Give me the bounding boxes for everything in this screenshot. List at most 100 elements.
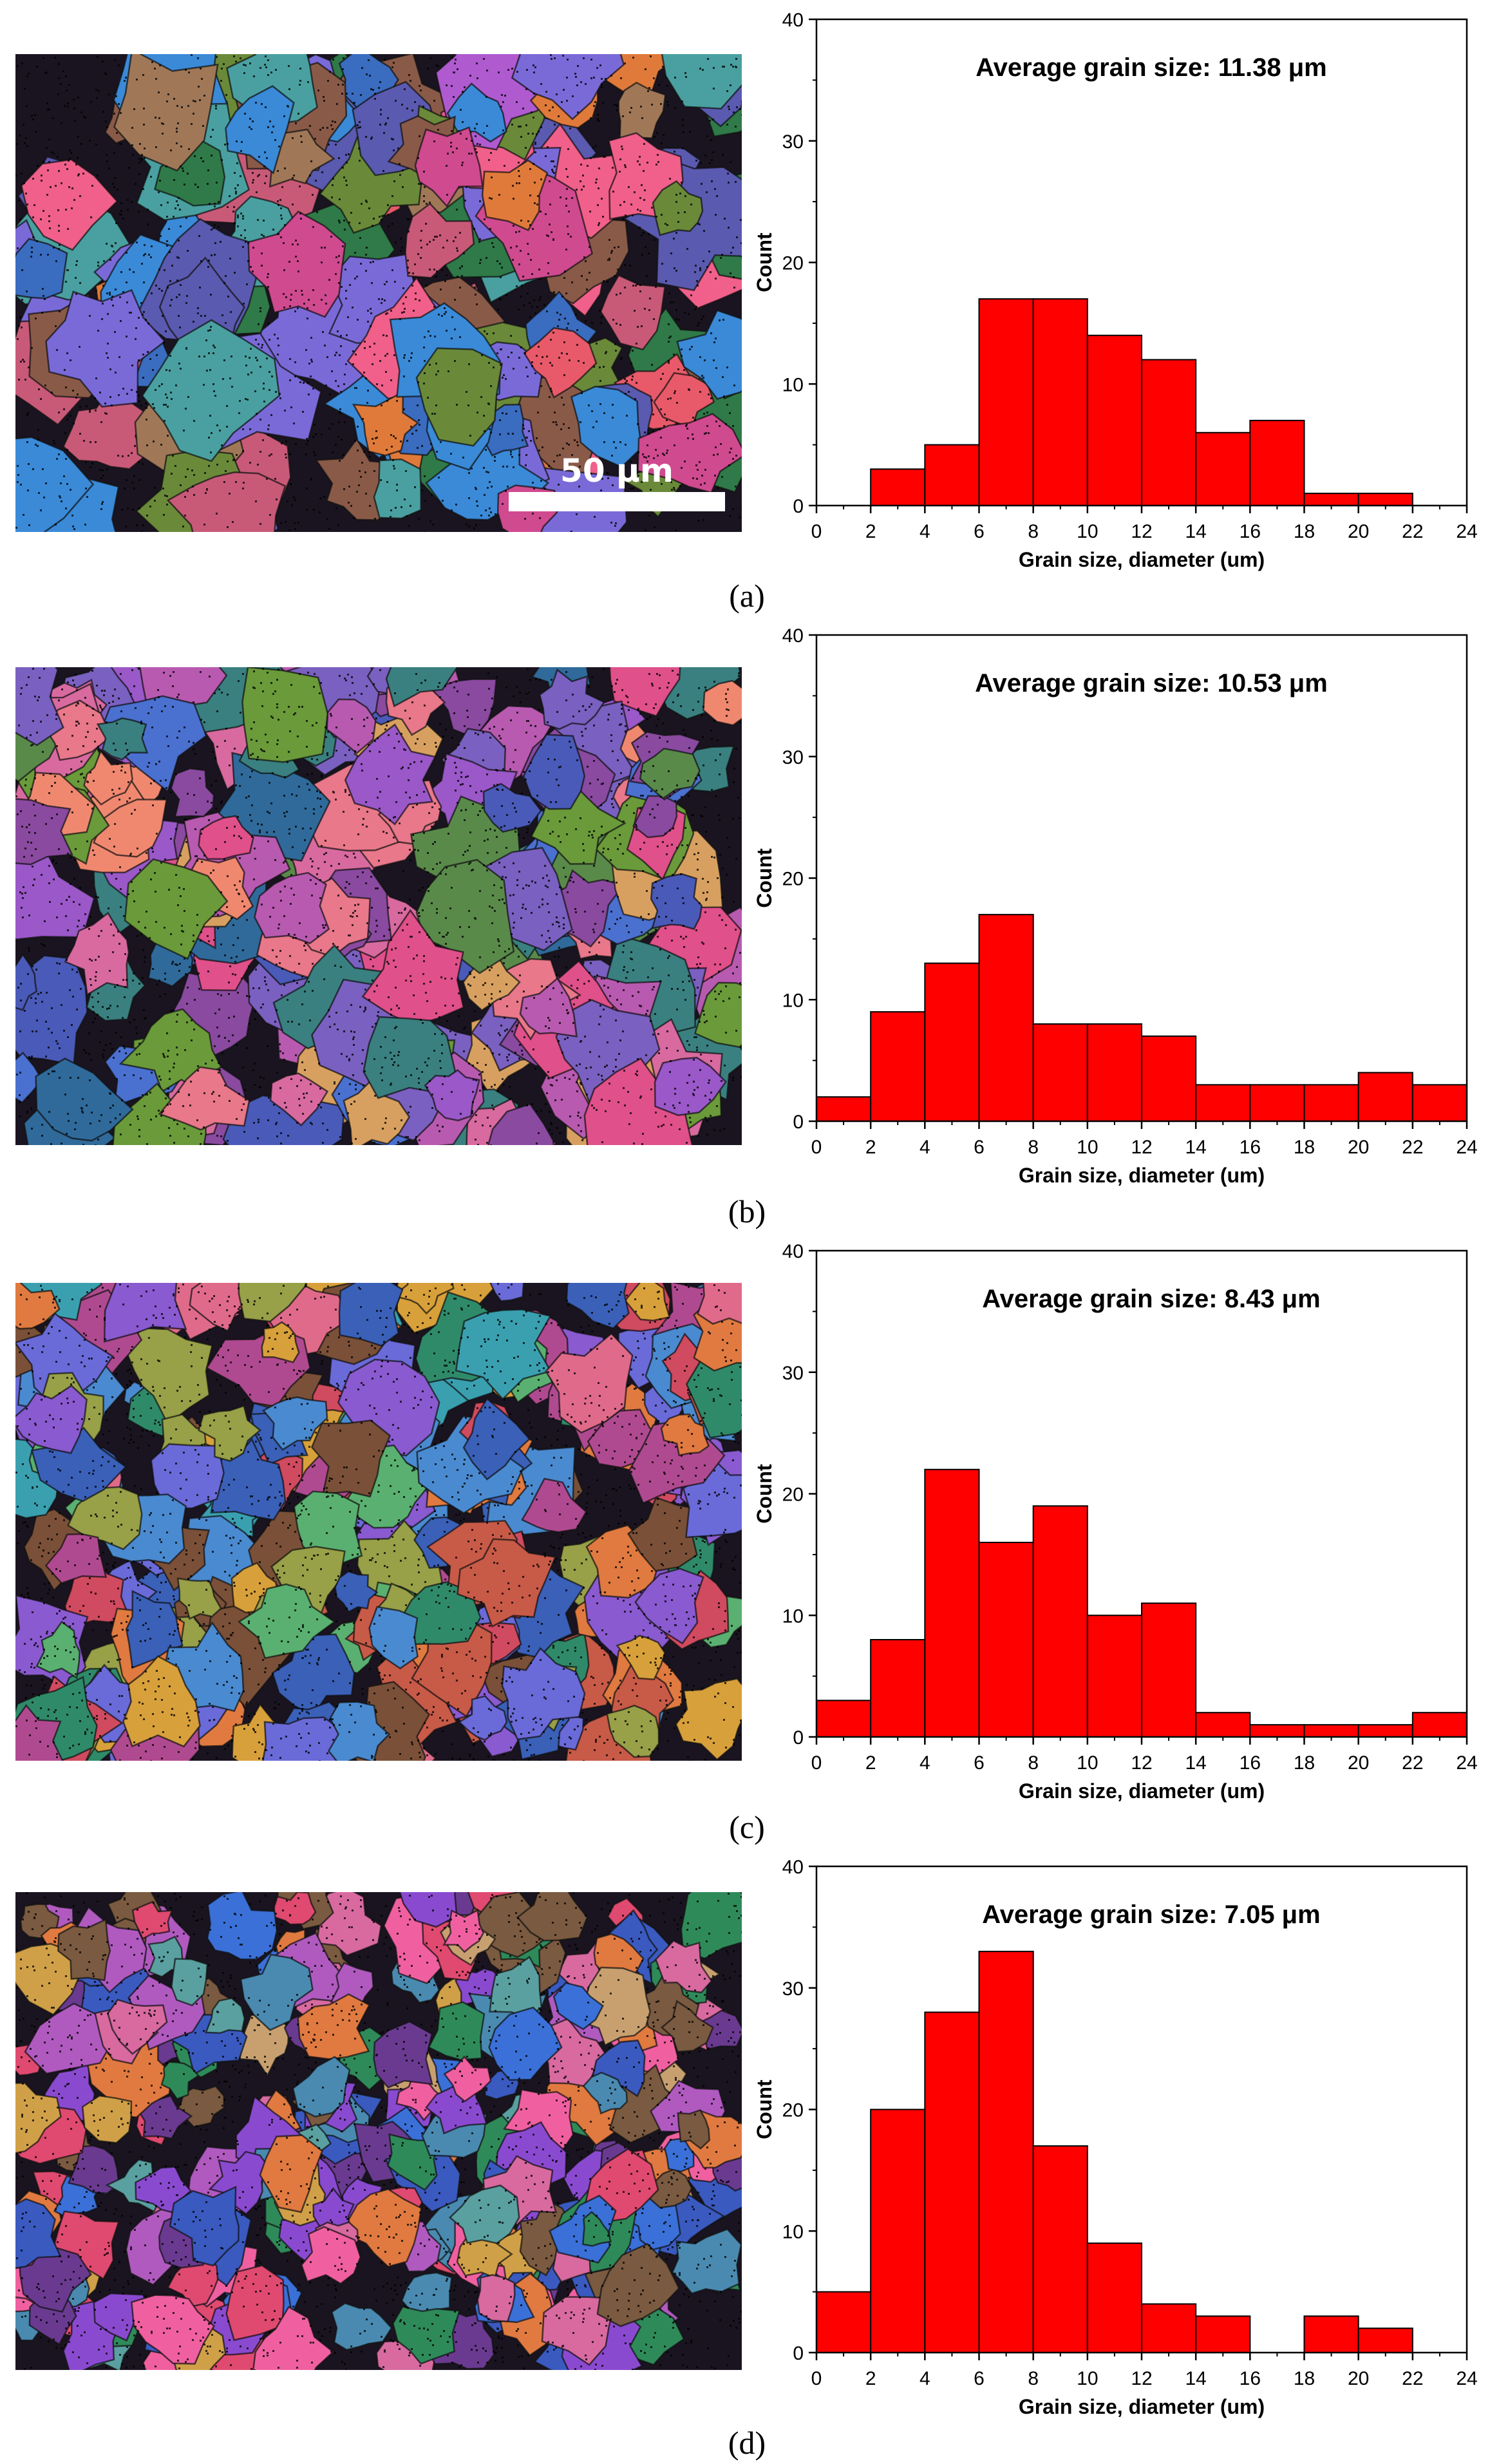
histogram-bar: [1195, 1712, 1251, 1738]
y-tick-label: 20: [782, 869, 804, 890]
x-tick-label: 18: [1294, 1752, 1315, 1774]
ebsd-map-a: 50 μm: [15, 54, 742, 532]
grain-region: [15, 1703, 64, 1761]
grain-region: [24, 2002, 117, 2075]
histogram-bar: [1032, 298, 1088, 506]
x-tick-label: 6: [974, 1137, 985, 1158]
y-tick-label: 40: [782, 10, 804, 31]
histogram-bar: [870, 468, 926, 506]
histogram-bar: [1357, 2327, 1413, 2353]
x-tick-label: 12: [1131, 1137, 1152, 1158]
grain-region: [442, 1909, 485, 1953]
y-axis-label: Count: [753, 232, 776, 292]
grain-region: [124, 858, 229, 960]
grain-region: [170, 767, 215, 818]
grain-region: [650, 873, 703, 931]
x-tick-label: 16: [1240, 521, 1261, 542]
histogram-bar: [816, 1096, 872, 1122]
panel-label-d: (d): [728, 2425, 766, 2461]
y-tick-label: 30: [782, 1363, 804, 1384]
y-tick-label: 0: [793, 1112, 804, 1133]
grain-region: [261, 1716, 347, 1761]
histogram-bar: [1195, 2315, 1251, 2353]
grain-region: [240, 1953, 314, 2031]
x-tick-label: 0: [811, 521, 822, 542]
x-axis-label: Grain size, diameter (um): [1019, 548, 1265, 571]
grain-region: [166, 471, 287, 532]
histogram-bar: [1249, 1724, 1305, 1738]
grain-region: [660, 1413, 710, 1457]
grain-region: [582, 2071, 628, 2115]
x-tick-label: 0: [811, 2368, 822, 2389]
grain-region: [522, 734, 586, 810]
grain-region: [373, 2020, 433, 2089]
grain-region: [552, 1982, 604, 2031]
grain-region: [252, 2306, 335, 2370]
histogram-bar: [1141, 359, 1197, 506]
y-tick-label: 40: [782, 1241, 804, 1262]
grain-region: [15, 1283, 61, 1330]
grain-region: [261, 1321, 300, 1363]
x-tick-label: 16: [1240, 1137, 1261, 1158]
x-tick-label: 20: [1348, 1137, 1369, 1158]
grain-region: [448, 2184, 520, 2244]
chart-title: Average grain size: 7.05 μm: [982, 1900, 1320, 1929]
histogram-bar: [1032, 2145, 1088, 2353]
histogram-bar: [870, 1639, 926, 1738]
grain-region: [15, 2082, 62, 2154]
histogram-bar: [1357, 493, 1413, 506]
x-tick-label: 4: [919, 1752, 930, 1774]
x-tick-label: 2: [865, 1137, 876, 1158]
grain-region: [616, 1635, 666, 1681]
histogram-bar: [1195, 431, 1251, 506]
grain-region: [404, 202, 475, 279]
histogram-bar: [1086, 1023, 1142, 1122]
grain-region: [57, 1918, 111, 1982]
y-tick-label: 20: [782, 2100, 804, 2121]
grain-region: [676, 309, 742, 400]
grain-region: [677, 2109, 710, 2150]
grain-region: [627, 1496, 703, 1572]
y-tick-label: 20: [782, 253, 804, 274]
histogram-bar: [1032, 1023, 1088, 1122]
x-tick-label: 24: [1456, 521, 1477, 542]
x-tick-label: 16: [1240, 1752, 1261, 1774]
ebsd-map-b: [15, 667, 742, 1145]
x-tick-label: 18: [1294, 2368, 1315, 2389]
grain-region: [462, 1397, 531, 1481]
grain-region: [392, 2306, 461, 2365]
histogram-bar: [978, 914, 1034, 1122]
grain-region: [501, 1647, 586, 1741]
x-tick-label: 6: [974, 2368, 985, 2389]
grain-region: [169, 2185, 240, 2267]
grain-region: [15, 952, 38, 1011]
grain-region: [300, 2226, 362, 2285]
panel-a: 50 μm 0 2 4 6 8 10 12 14 16 18 20 22 24 0 10 20 30 40 Aver…: [0, 0, 1490, 616]
grain-region: [652, 180, 704, 236]
grain-region: [457, 1538, 557, 1628]
grain-region: [259, 2134, 323, 2213]
grain-region: [637, 413, 742, 494]
grain-region: [271, 1633, 355, 1717]
grain-region: [671, 2228, 742, 2295]
grain-region: [254, 871, 330, 945]
grain-region: [482, 782, 542, 833]
grain-region: [292, 2056, 351, 2118]
histogram-bar: [1195, 1084, 1251, 1122]
histogram-bar: [816, 2291, 872, 2353]
histogram-bar: [1357, 1072, 1413, 1122]
histogram-bar: [1303, 1084, 1359, 1122]
grain-region: [15, 2198, 62, 2270]
x-tick-label: 20: [1348, 2368, 1369, 2389]
grain-region: [338, 1283, 404, 1347]
histogram-bar: [816, 1700, 872, 1738]
grain-region: [458, 1695, 508, 1741]
grain-region: [83, 749, 133, 806]
grain-region: [270, 1546, 346, 1625]
x-tick-label: 16: [1240, 2368, 1261, 2389]
grain-region: [618, 81, 666, 142]
grain-region: [131, 1900, 173, 1940]
y-tick-label: 10: [782, 990, 804, 1011]
y-tick-label: 40: [782, 625, 804, 647]
